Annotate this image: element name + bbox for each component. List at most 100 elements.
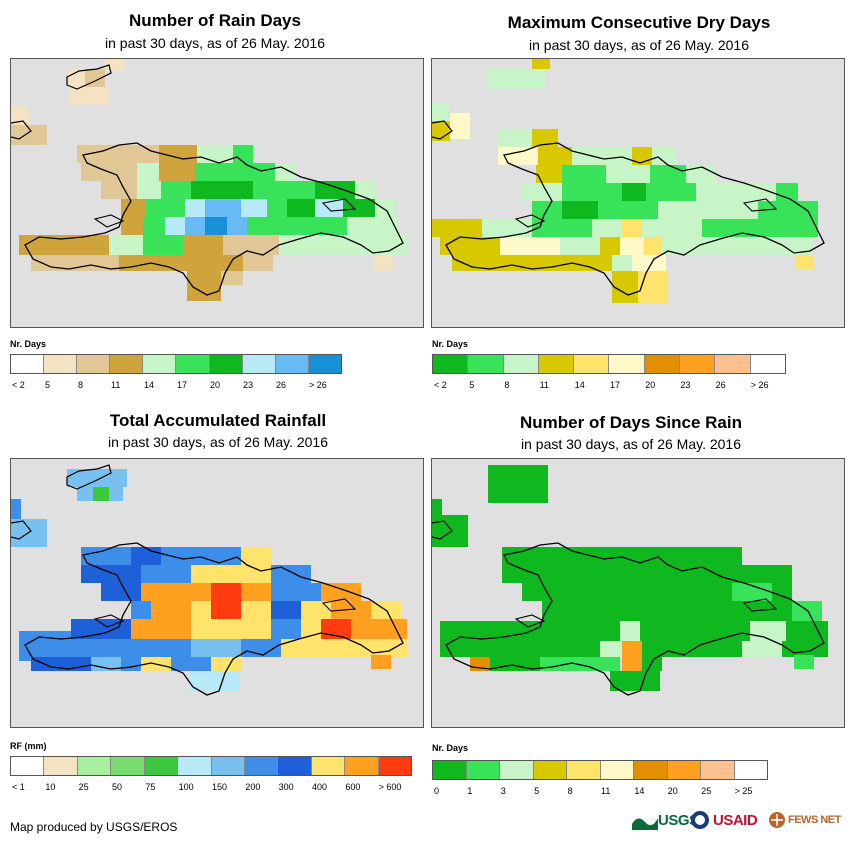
legend-tick-label: 300 [278, 782, 294, 792]
map-days-since-rain[interactable] [431, 458, 845, 728]
panel-subtitle: in past 30 days, as of 26 May. 2016 [521, 436, 741, 452]
legend-swatch [143, 355, 177, 373]
legend-swatch [667, 761, 701, 779]
usaid-logo: USAID [690, 806, 758, 834]
legend-tick-label: 100 [178, 782, 194, 792]
legend-swatch [433, 355, 469, 373]
legend-title: RF (mm) [10, 741, 47, 751]
fews-globe-icon [769, 812, 785, 828]
legend-swatch [574, 355, 610, 373]
legend-swatch [503, 355, 539, 373]
legend-tick-label: 75 [145, 782, 156, 792]
legend-color-bar [432, 760, 768, 780]
legend-tick-label: 26 [715, 380, 726, 390]
legend-tick-label: 14 [634, 786, 645, 796]
legend-swatch [715, 355, 751, 373]
legend-tick-label: 8 [567, 786, 573, 796]
legend-swatch [680, 355, 716, 373]
legend-tick-label: 20 [210, 380, 221, 390]
panel-subtitle: in past 30 days, as of 26 May. 2016 [105, 35, 325, 51]
legend-swatch [77, 355, 111, 373]
legend-swatch [466, 761, 500, 779]
legend-tick-label: 11 [111, 380, 121, 390]
legend-tick-label: 17 [610, 380, 621, 390]
legend-swatch [538, 355, 575, 373]
legend-tick-label: 20 [645, 380, 656, 390]
legend-tick-label: < 2 [434, 380, 447, 390]
legend-swatch [567, 761, 601, 779]
legend-tick-label: 50 [112, 782, 123, 792]
legend-tick-label: 26 [276, 380, 287, 390]
legend-tick-label: < 1 [12, 782, 25, 792]
map-rain-days[interactable] [10, 58, 424, 328]
legend-tick-label: 3 [500, 786, 506, 796]
legend-swatch [44, 355, 78, 373]
legend-tick-label: 600 [345, 782, 361, 792]
legend-tick-label: 150 [212, 782, 228, 792]
logo-text: USGS [658, 811, 699, 829]
panel-title: Number of Rain Days [129, 11, 301, 30]
panel-subtitle: in past 30 days, as of 26 May. 2016 [108, 434, 328, 450]
legend-swatch [11, 355, 45, 373]
logo-text: FEWS NET [788, 814, 841, 826]
panel-subtitle: in past 30 days, as of 26 May. 2016 [529, 37, 749, 53]
legend-tick-label: 25 [78, 782, 89, 792]
legend-swatch [110, 355, 144, 373]
legend-tick-label: 11 [539, 380, 549, 390]
legend-tick-label: 1 [467, 786, 473, 796]
legend-color-bar [10, 354, 342, 374]
legend-swatch [468, 355, 504, 373]
legend-swatch [533, 761, 567, 779]
usaid-seal-icon [691, 811, 709, 829]
legend-swatch [634, 761, 668, 779]
legend-swatch [378, 757, 412, 775]
map-dry-days[interactable] [431, 58, 845, 328]
legend-title: Nr. Days [10, 339, 47, 349]
legend-tick-label: 14 [574, 380, 585, 390]
legend-tick-label: > 600 [378, 782, 402, 792]
legend-swatch [244, 757, 279, 775]
legend-color-bar [10, 756, 412, 776]
legend-tick-label: 14 [144, 380, 155, 390]
legend-swatch [701, 761, 735, 779]
legend-tick-label: 23 [243, 380, 254, 390]
legend-tick-label: > 25 [734, 786, 753, 796]
usgs-wave-icon [632, 818, 658, 830]
legend-swatch [433, 761, 467, 779]
fews-net-logo: FEWS NET [768, 806, 841, 834]
legend-swatch [242, 355, 276, 373]
legend-tick-label: 5 [45, 380, 51, 390]
legend-swatch [144, 757, 179, 775]
legend-tick-label: 10 [45, 782, 56, 792]
legend-tick-label: 11 [601, 786, 611, 796]
map-rainfall[interactable] [10, 458, 424, 728]
usgs-logo: USGS [632, 806, 699, 834]
legend-swatch [178, 757, 212, 775]
legend-tick-label: 200 [245, 782, 261, 792]
legend-swatch [600, 761, 634, 779]
panel-title: Total Accumulated Rainfall [109, 411, 327, 430]
panel-title: Number of Days Since Rain [519, 413, 742, 432]
legend-swatch [500, 761, 534, 779]
legend-swatch [750, 355, 785, 373]
legend-swatch [345, 757, 379, 775]
island-outline [24, 142, 404, 296]
legend-swatch [211, 757, 245, 775]
legend-tick-label: 20 [667, 786, 678, 796]
legend-tick-label: 400 [312, 782, 328, 792]
logo-text: USAID [713, 811, 758, 829]
legend-tick-label: 25 [701, 786, 712, 796]
legend-swatch [111, 757, 145, 775]
legend-tick-label: 5 [534, 786, 540, 796]
legend-tick-label: > 26 [750, 380, 769, 390]
legend-swatch [308, 355, 341, 373]
legend-tick-label: 0 [434, 786, 440, 796]
panel-title: Maximum Consecutive Dry Days [507, 13, 771, 32]
legend-swatch [278, 757, 312, 775]
legend-tick-label: 5 [469, 380, 475, 390]
legend-tick-label: 17 [177, 380, 188, 390]
legend-color-bar [432, 354, 786, 374]
legend-swatch [44, 757, 78, 775]
legend-tick-label: 23 [680, 380, 691, 390]
legend-tick-label: 8 [78, 380, 84, 390]
